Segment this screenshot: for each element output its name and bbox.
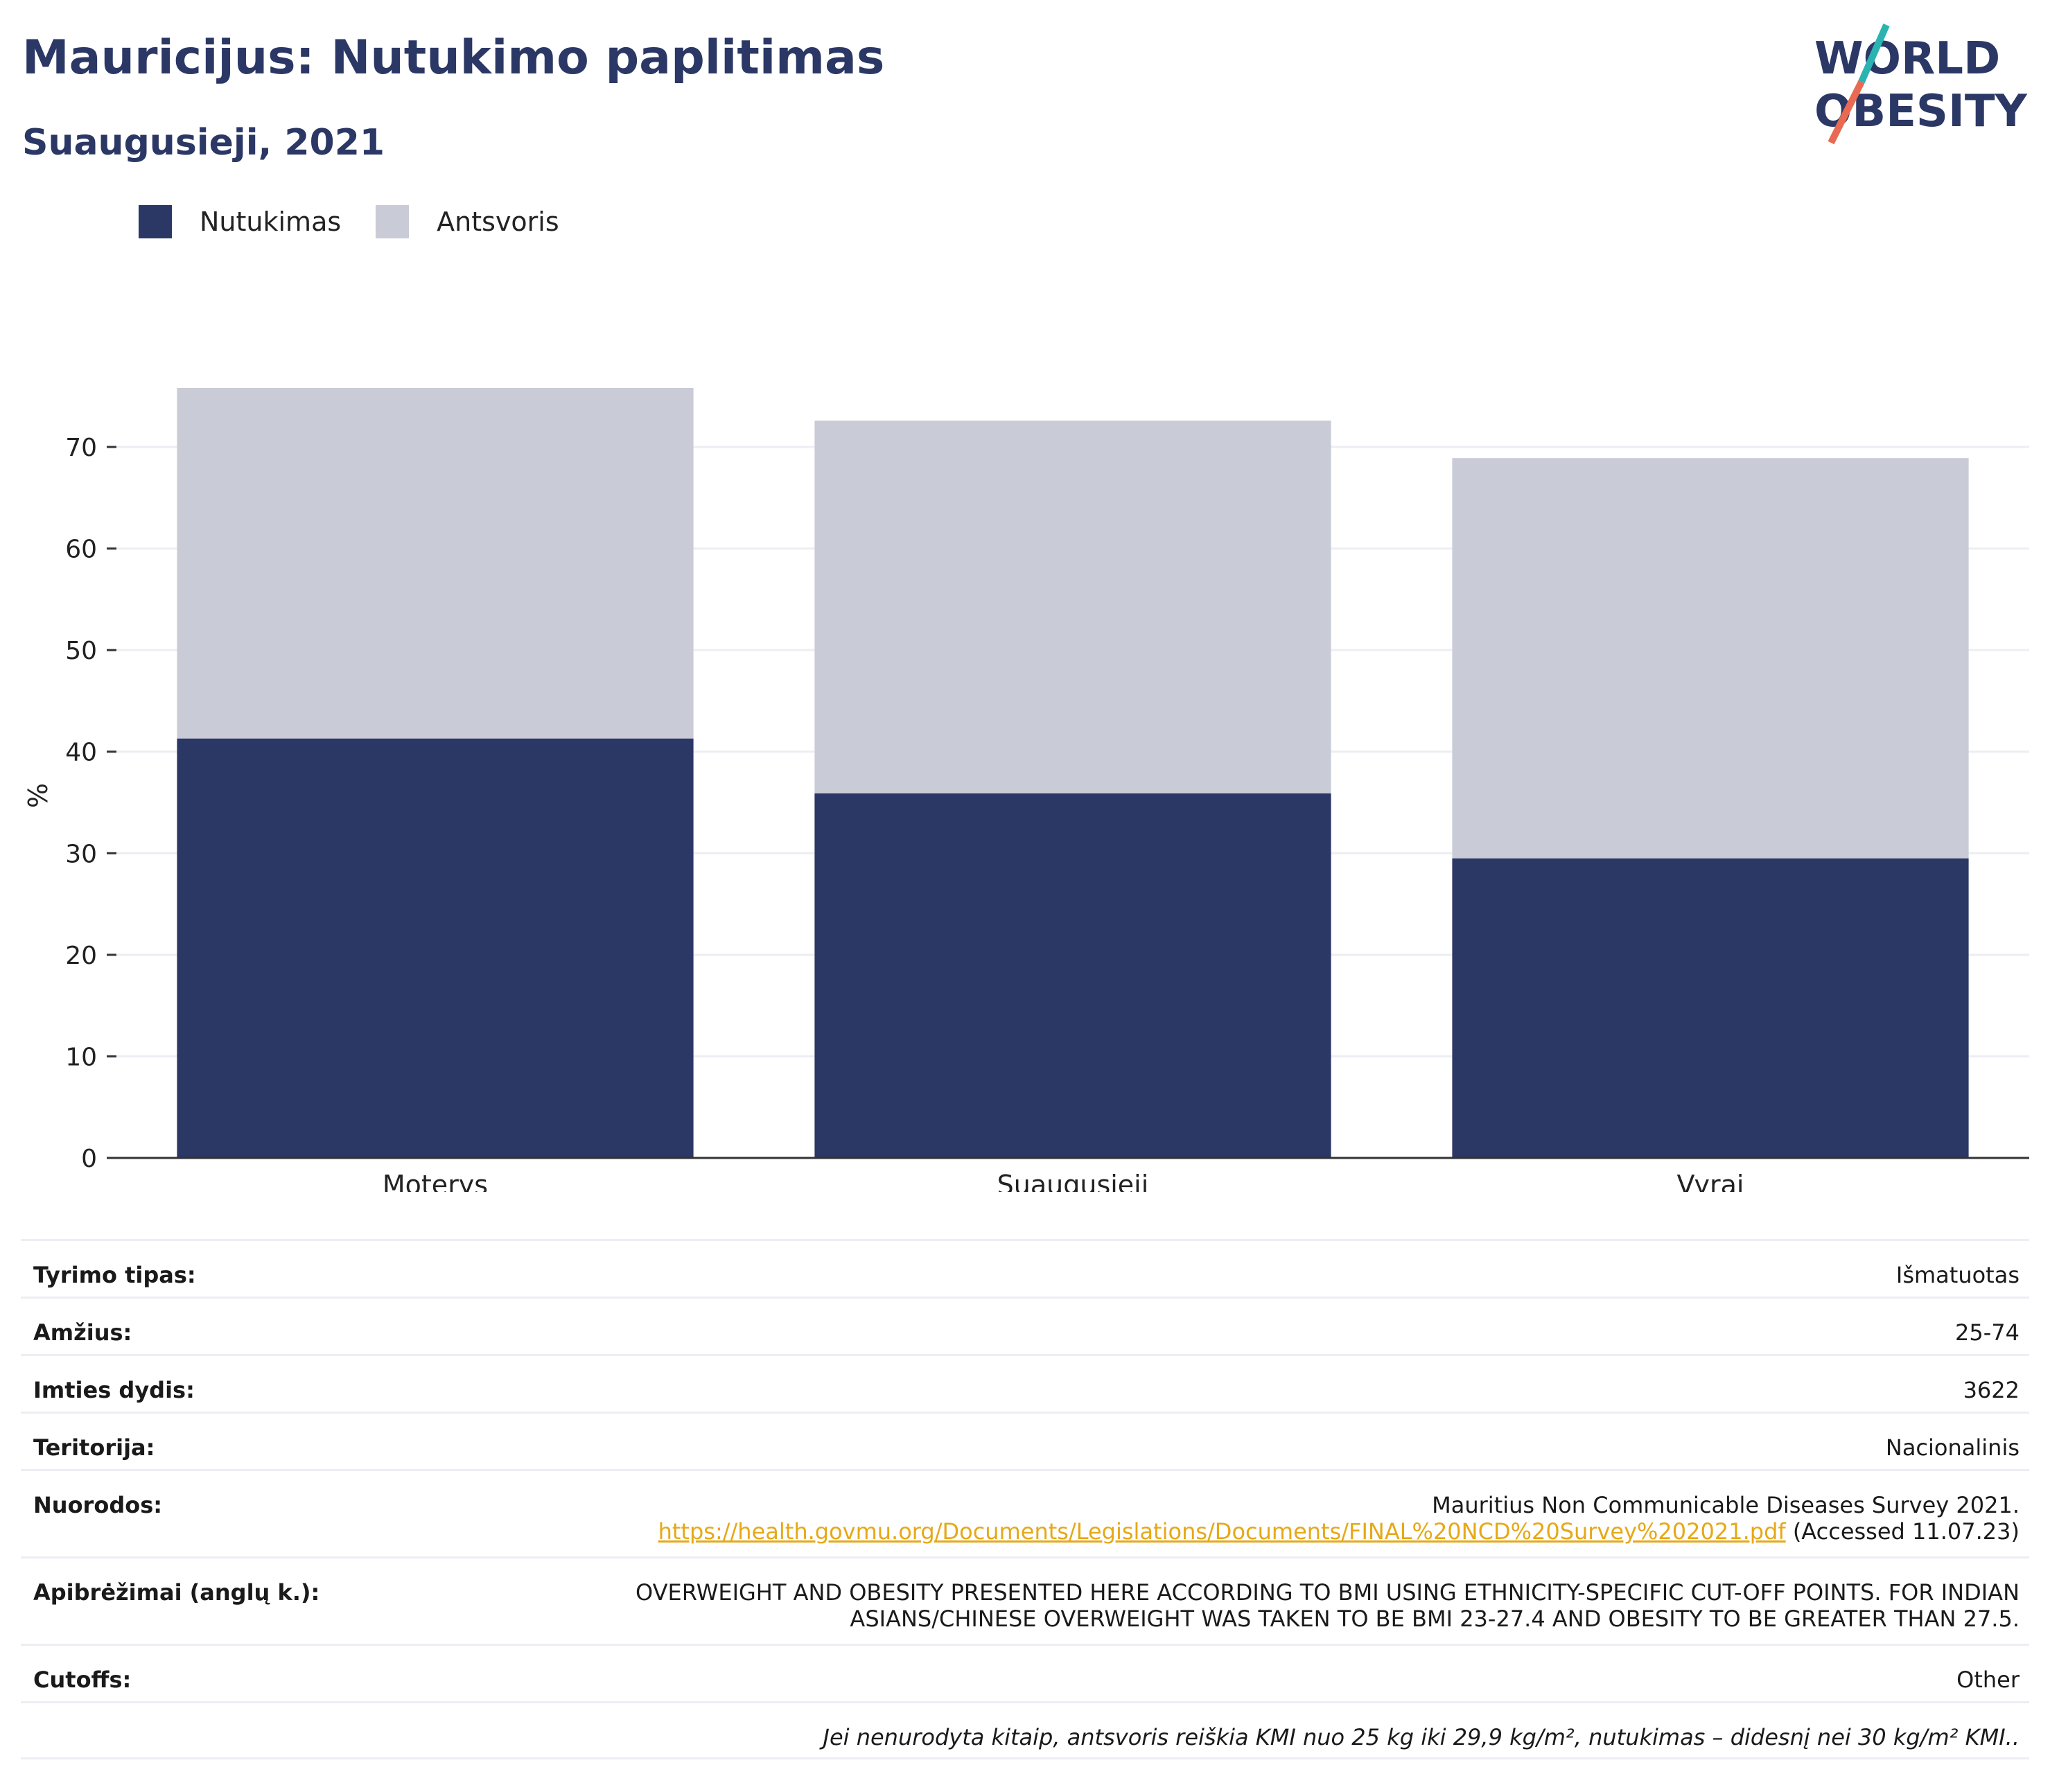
definitions-line1: OVERWEIGHT AND OBESITY PRESENTED HERE AC… [636,1579,2020,1606]
references-value: Mauritius Non Communicable Diseases Surv… [658,1492,2020,1545]
bar-antsvoris-suaugusieji [814,420,1331,793]
y-tick-label: 30 [65,840,97,868]
info-key: Amžius: [33,1319,132,1346]
y-tick-label: 60 [65,536,97,564]
info-value: Išmatuotas [1895,1262,2020,1288]
footnote: Jei nenurodyta kitaip, antsvoris reiškia… [823,1724,2020,1750]
legend-label-antsvoris: Antsvoris [437,207,559,237]
bar-nutukimas-suaugusieji [814,793,1331,1158]
legend-swatch-antsvoris [376,205,410,238]
bar-antsvoris-vyrai [1452,458,1969,859]
legend-label-nutukimas: Nutukimas [200,207,342,237]
x-tick-label: Moterys [383,1170,488,1192]
info-row-definitions: Apibrėžimai (anglų k.): OVERWEIGHT AND O… [21,1556,2029,1644]
definitions-value: OVERWEIGHT AND OBESITY PRESENTED HERE AC… [636,1579,2020,1632]
info-key: Tyrimo tipas: [33,1262,196,1288]
x-tick-label: Vyrai [1677,1170,1744,1192]
legend-item-antsvoris[interactable]: Antsvoris [376,205,559,238]
reference-accessed: (Accessed 11.07.23) [1785,1518,2020,1545]
logo-slash-coral [1828,80,1865,145]
y-tick-label: 20 [65,942,97,970]
bar-nutukimas-moterys [177,738,694,1158]
legend-swatch-nutukimas [139,205,172,238]
info-row-references: Nuorodos: Mauritius Non Communicable Dis… [21,1469,2029,1556]
info-key: Cutoffs: [33,1667,132,1693]
chart-title: Mauricijus: Nutukimo paplitimas [22,30,885,85]
info-key: Imties dydis: [33,1377,195,1403]
legend: Nutukimas Antsvoris [139,205,594,238]
y-tick-label: 40 [65,739,97,767]
info-row-territory: Teritorija: Nacionalinis [21,1412,2029,1469]
info-key: Nuorodos: [33,1492,163,1518]
logo-slash-teal [1858,23,1890,84]
stacked-bar-chart: 0 10 20 30 40 50 60 70 Moterys Suaugusieji Vyrai% [23,387,2029,1192]
world-obesity-logo: WORLD OBESITY [1814,23,2027,145]
bar-nutukimas-vyrai [1452,858,1969,1158]
info-row-sample-size: Imties dydis: 3622 [21,1354,2029,1412]
y-axis-label: % [23,783,53,808]
reference-title: Mauritius Non Communicable Diseases Surv… [1432,1492,2020,1518]
info-value: 3622 [1963,1377,2020,1403]
info-key: Apibrėžimai (anglų k.): [33,1579,320,1606]
x-tick-label: Suaugusieji [997,1170,1149,1192]
y-tick-label: 50 [65,637,97,665]
y-tick-label: 10 [65,1043,97,1071]
info-row-age: Amžius: 25-74 [21,1297,2029,1354]
info-row-note: Jei nenurodyta kitaip, antsvoris reiškia… [21,1701,2029,1759]
legend-item-nutukimas[interactable]: Nutukimas [139,205,341,238]
bar-antsvoris-moterys [177,387,694,739]
logo-line1: WORLD [1814,33,2000,85]
info-value: 25-74 [1955,1319,2020,1346]
info-value: Nacionalinis [1885,1434,2020,1461]
info-key: Teritorija: [33,1434,155,1461]
info-table: Tyrimo tipas: Išmatuotas Amžius: 25-74 I… [21,1239,2029,1759]
info-row-survey-type: Tyrimo tipas: Išmatuotas [21,1239,2029,1297]
definitions-line2: ASIANS/CHINESE OVERWEIGHT WAS TAKEN TO B… [850,1606,2020,1632]
reference-link[interactable]: https://health.govmu.org/Documents/Legis… [658,1518,1786,1545]
y-tick-label: 0 [81,1145,97,1173]
y-tick-label: 70 [65,434,97,462]
info-row-cutoffs: Cutoffs: Other [21,1644,2029,1701]
info-value: Other [1956,1667,2020,1693]
chart-subtitle: Suaugusieji, 2021 [22,122,385,164]
